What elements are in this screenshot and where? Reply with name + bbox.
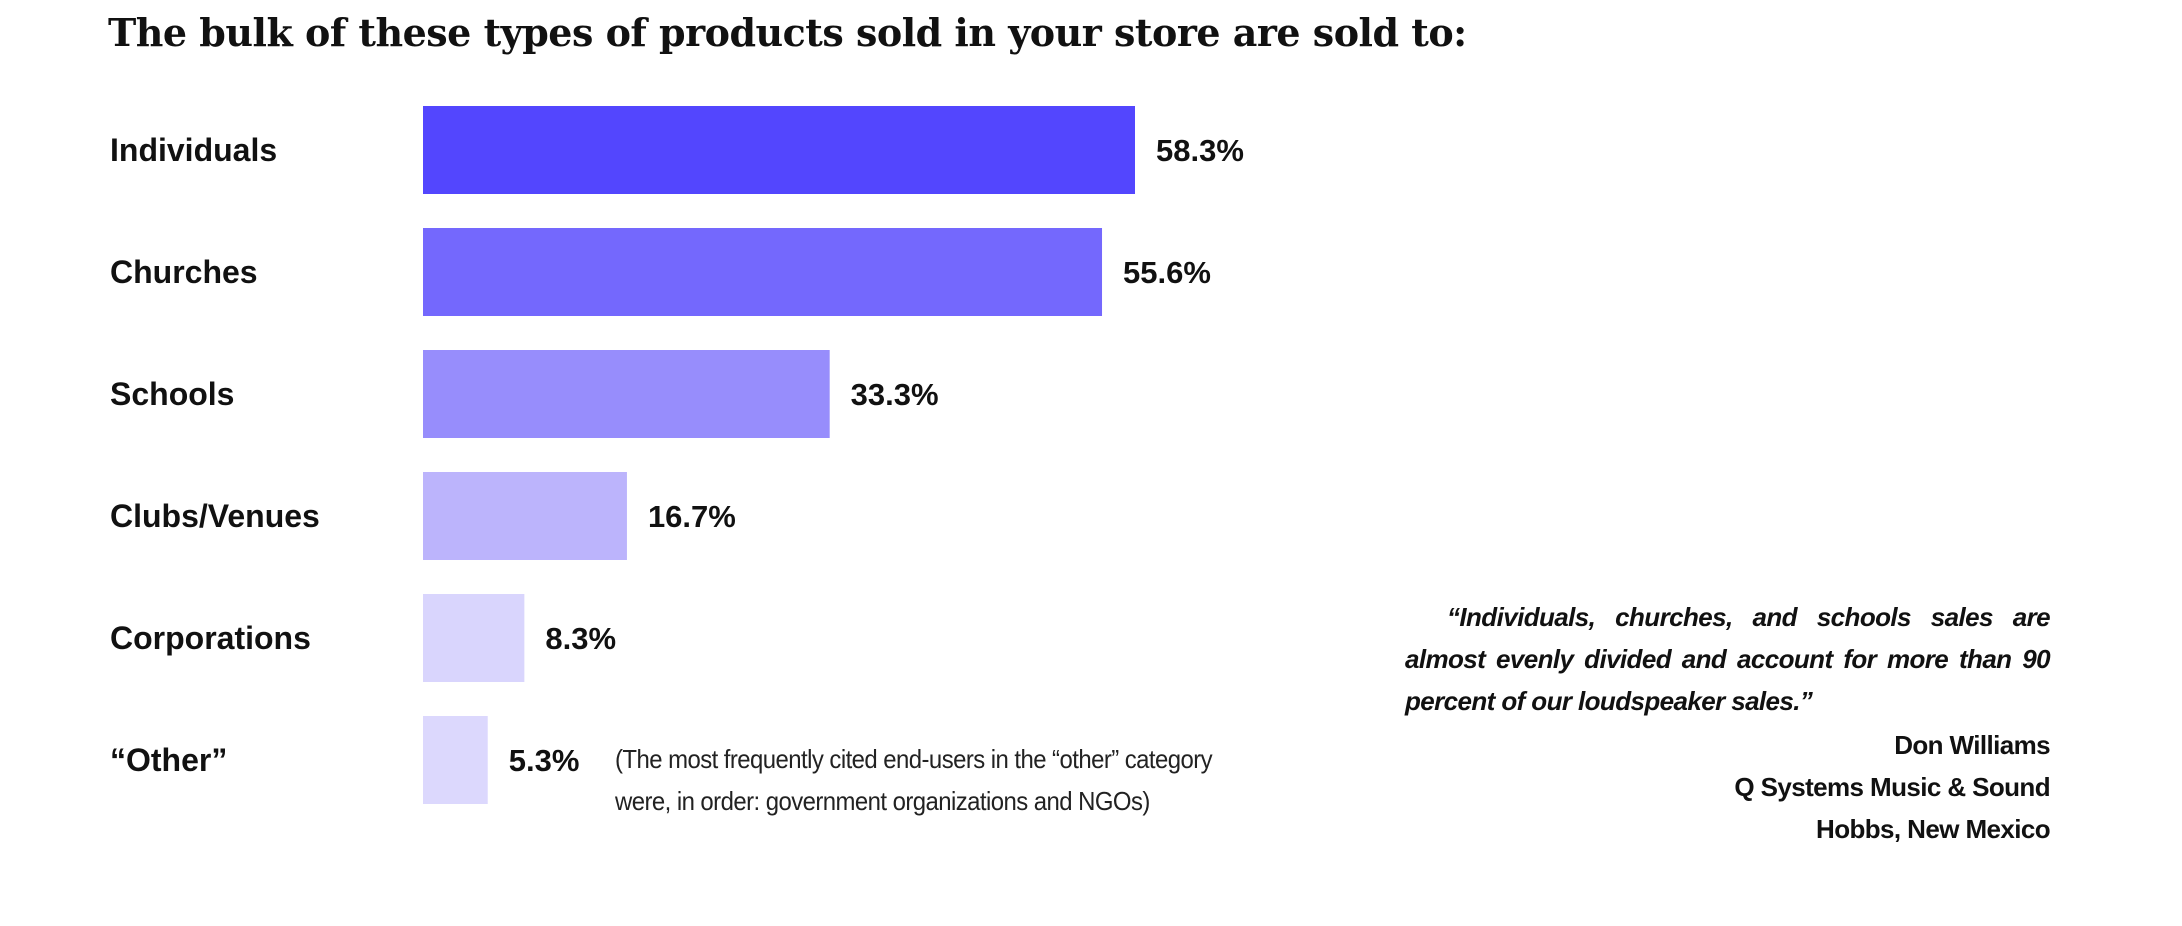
pull-quote: “Individuals, churches, and schools sale…: [1405, 602, 2051, 716]
category-label: Individuals: [110, 132, 277, 168]
bar: [423, 594, 525, 682]
bar: [423, 228, 1103, 316]
value-label: 58.3%: [1156, 133, 1244, 168]
chart-title: The bulk of these types of products sold…: [108, 10, 1467, 55]
category-label: Corporations: [110, 620, 311, 656]
value-label: 33.3%: [851, 377, 939, 412]
bar: [423, 716, 488, 804]
bar: [423, 106, 1135, 194]
footnote-line-1: (The most frequently cited end-users in …: [615, 744, 1213, 774]
attribution-company: Q Systems Music & Sound: [1734, 772, 2050, 802]
attribution-location: Hobbs, New Mexico: [1816, 814, 2051, 844]
category-label: Clubs/Venues: [110, 498, 320, 534]
bars-layer: Individuals 58.3% Churches 55.6% Schools 33.3…: [110, 106, 1244, 804]
bar: [423, 350, 830, 438]
bar: [423, 472, 627, 560]
attribution-name: Don Williams: [1894, 730, 2050, 760]
other-category-footnote: (The most frequently cited end-users in …: [615, 738, 1277, 822]
value-label: 5.3%: [509, 743, 580, 778]
quote-attribution: Don Williams Q Systems Music & Sound Hob…: [1734, 724, 2050, 850]
footnote-line-2: were, in order: government organizations…: [615, 786, 1150, 816]
value-label: 55.6%: [1123, 255, 1211, 290]
category-label: “Other”: [110, 742, 227, 778]
category-label: Schools: [110, 376, 234, 412]
category-label: Churches: [110, 254, 258, 290]
value-label: 16.7%: [648, 499, 736, 534]
value-label: 8.3%: [545, 621, 616, 656]
